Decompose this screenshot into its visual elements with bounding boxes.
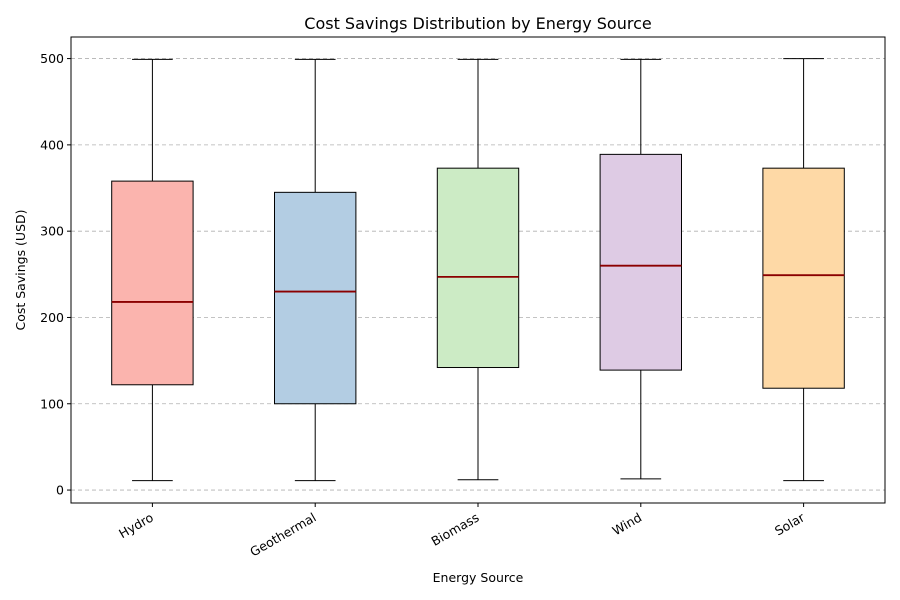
box-series [111,58,845,482]
y-axis-label: Cost Savings (USD) [13,209,28,330]
box-iqr [762,167,845,389]
x-tick-label: Biomass [428,510,481,549]
x-tick-label: Solar [772,509,808,538]
x-tick-label: Wind [610,510,645,539]
y-tick-label: 100 [40,396,64,411]
y-axis: 0 100 200 300 400 500 [40,51,71,498]
x-axis: Hydro Geothermal Biomass Wind Solar [116,503,808,559]
y-tick-label: 300 [40,224,64,239]
box-iqr [436,167,520,369]
box-wind [599,58,682,480]
x-axis-label: Energy Source [433,570,524,585]
box-iqr [111,180,194,386]
box-geothermal [274,58,357,482]
box-iqr [599,153,682,371]
box-biomass [436,58,520,481]
x-tick-label: Geothermal [247,510,318,560]
box-iqr [274,191,357,405]
box-hydro [111,58,194,482]
y-tick-label: 400 [40,137,64,152]
box-solar [762,58,845,482]
chart-title: Cost Savings Distribution by Energy Sour… [304,14,651,33]
y-tick-label: 200 [40,310,64,325]
x-tick-label: Hydro [116,510,156,542]
y-tick-label: 0 [56,483,64,498]
y-tick-label: 500 [40,51,64,66]
